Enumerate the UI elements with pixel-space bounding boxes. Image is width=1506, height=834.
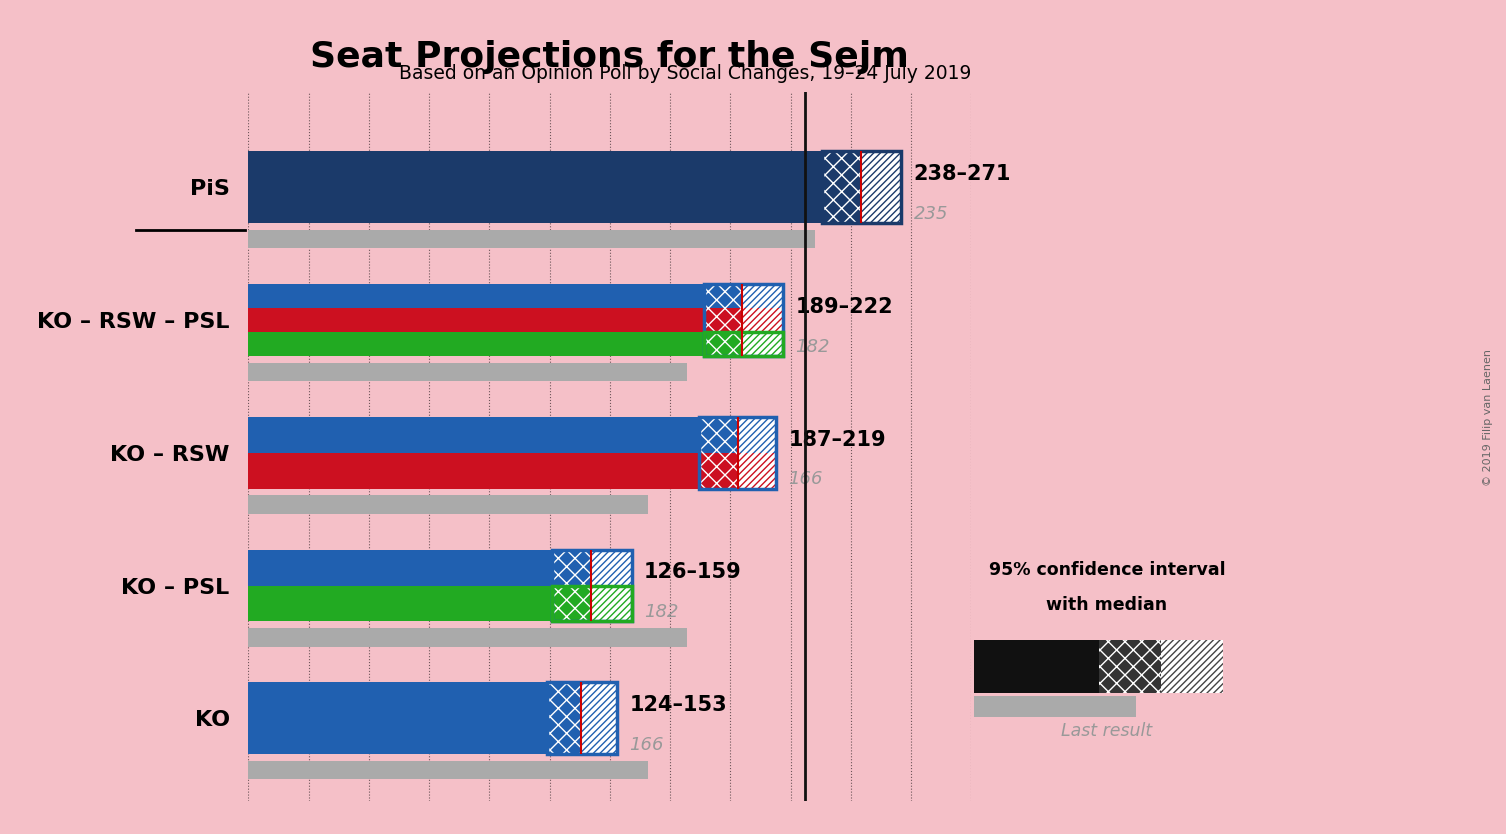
Bar xyxy=(547,682,617,754)
Bar xyxy=(248,308,703,332)
Bar xyxy=(742,284,783,308)
Text: Last result: Last result xyxy=(1062,721,1152,740)
Bar xyxy=(248,761,649,780)
Bar xyxy=(738,417,776,453)
Bar xyxy=(699,453,738,489)
Text: Based on an Opinion Poll by Social Changes, 19–24 July 2019: Based on an Opinion Poll by Social Chang… xyxy=(399,64,971,83)
Bar xyxy=(738,453,776,489)
Text: 124–153: 124–153 xyxy=(630,695,727,715)
Text: 166: 166 xyxy=(630,736,664,754)
Bar xyxy=(248,230,815,249)
Bar xyxy=(248,550,553,585)
Text: 126–159: 126–159 xyxy=(643,562,741,582)
Text: 95% confidence interval: 95% confidence interval xyxy=(988,561,1226,580)
Bar xyxy=(248,152,822,224)
Text: 182: 182 xyxy=(795,338,830,355)
Bar xyxy=(248,453,699,489)
Bar xyxy=(553,550,590,585)
Text: 182: 182 xyxy=(643,603,678,621)
Text: 238–271: 238–271 xyxy=(914,164,1011,184)
Bar xyxy=(248,628,687,646)
Bar xyxy=(703,284,783,356)
Bar xyxy=(248,495,649,514)
Bar xyxy=(703,332,783,356)
Bar xyxy=(822,152,902,224)
Bar xyxy=(822,152,860,224)
Bar xyxy=(553,585,590,621)
Title: Seat Projections for the Sejm: Seat Projections for the Sejm xyxy=(310,40,910,73)
Bar xyxy=(703,284,742,308)
Text: 166: 166 xyxy=(788,470,822,489)
Text: 189–222: 189–222 xyxy=(795,297,893,317)
Bar xyxy=(974,640,1098,692)
Bar xyxy=(553,550,631,621)
Bar xyxy=(703,308,742,332)
Bar xyxy=(248,332,703,356)
Bar xyxy=(860,152,902,224)
Text: with median: with median xyxy=(1047,596,1167,615)
Text: 235: 235 xyxy=(914,205,949,223)
Bar xyxy=(699,417,738,453)
Bar xyxy=(248,682,547,754)
Bar xyxy=(581,682,617,754)
Text: © 2019 Filip van Laenen: © 2019 Filip van Laenen xyxy=(1483,349,1492,485)
Bar xyxy=(1161,640,1223,692)
Bar xyxy=(590,550,631,585)
Bar xyxy=(248,585,553,621)
Bar xyxy=(248,417,699,453)
Bar xyxy=(547,682,581,754)
Bar xyxy=(248,363,687,381)
Bar xyxy=(742,332,783,356)
Bar xyxy=(553,585,631,621)
Bar xyxy=(699,417,776,489)
Bar xyxy=(742,308,783,332)
Bar xyxy=(590,585,631,621)
Bar xyxy=(974,696,1136,716)
Bar xyxy=(1098,640,1161,692)
Bar xyxy=(703,332,742,356)
Text: 187–219: 187–219 xyxy=(788,430,886,450)
Bar xyxy=(248,284,703,308)
